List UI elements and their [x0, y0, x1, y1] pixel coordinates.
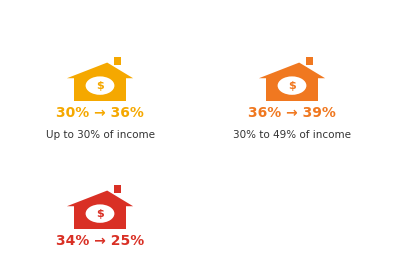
Bar	[74, 206, 126, 229]
Polygon shape	[67, 62, 133, 78]
Text: Up to 30% of income: Up to 30% of income	[46, 130, 154, 140]
Circle shape	[86, 204, 114, 223]
Bar	[74, 78, 126, 101]
Text: 30% to 49% of income: 30% to 49% of income	[233, 130, 351, 140]
Bar	[114, 186, 121, 193]
Text: 34% → 25%: 34% → 25%	[56, 234, 144, 248]
Text: $: $	[96, 81, 104, 91]
Text: 36% → 39%: 36% → 39%	[248, 106, 336, 120]
Text: $: $	[96, 209, 104, 219]
Text: 30% → 36%: 30% → 36%	[56, 106, 144, 120]
Bar	[266, 78, 318, 101]
Polygon shape	[259, 62, 325, 78]
Circle shape	[278, 76, 306, 95]
Polygon shape	[67, 190, 133, 206]
Text: $: $	[288, 81, 296, 91]
Circle shape	[86, 76, 114, 95]
Bar	[114, 58, 121, 65]
Bar	[306, 58, 313, 65]
